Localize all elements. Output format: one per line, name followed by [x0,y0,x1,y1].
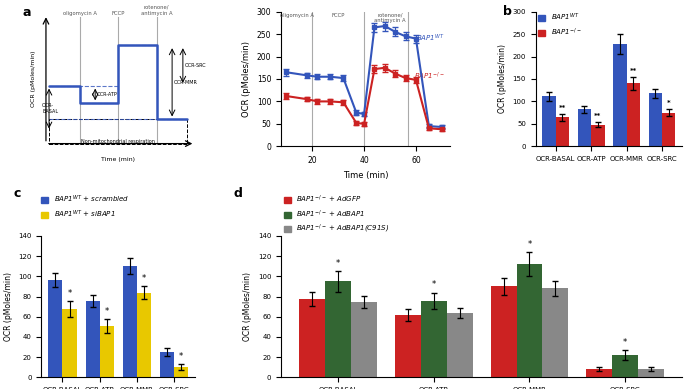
Text: oligomycin A: oligomycin A [280,12,313,18]
Text: BAP1$^{WT}$: BAP1$^{WT}$ [416,33,444,44]
Bar [174,367,188,377]
Bar [577,109,591,146]
Bar [48,280,63,377]
Bar [586,369,613,377]
Bar [100,326,114,377]
Text: *: * [527,240,532,249]
Text: *: * [336,259,340,268]
Bar [648,93,662,146]
Bar [542,289,568,377]
Bar [123,266,137,377]
Text: *: * [68,289,72,298]
Text: FCCP: FCCP [331,12,345,18]
Bar [556,117,569,146]
Text: a: a [23,6,32,19]
Text: **: ** [559,105,566,111]
Text: **: ** [630,68,637,74]
Text: FCCP: FCCP [112,11,125,16]
Text: BAP1$^{-/-}$: BAP1$^{-/-}$ [414,71,444,82]
Text: d: d [233,186,242,200]
Text: rotenone/
antimycin A: rotenone/ antimycin A [374,12,406,23]
Bar [395,315,421,377]
Text: *: * [623,338,627,347]
Legend: BAP1$^{WT}$ + scrambled, BAP1$^{WT}$ + siBAP1: BAP1$^{WT}$ + scrambled, BAP1$^{WT}$ + s… [39,191,132,223]
Bar [137,293,151,377]
Bar [299,299,325,377]
Text: OCR-ATP: OCR-ATP [96,92,117,97]
Text: oligomycin A: oligomycin A [63,11,96,16]
Text: *: * [667,100,670,106]
Bar [613,355,638,377]
Y-axis label: OCR (pMoles/min): OCR (pMoles/min) [243,41,251,117]
Text: **: ** [594,113,601,119]
Text: OCR-SRC: OCR-SRC [185,63,206,68]
Text: OCR (pMoles/min): OCR (pMoles/min) [31,51,36,107]
Text: *: * [179,352,183,361]
Legend: BAP1$^{-/-}$ + AdGFP, BAP1$^{-/-}$ + AdBAP1, BAP1$^{-/-}$ + AdBAP1(C91S): BAP1$^{-/-}$ + AdGFP, BAP1$^{-/-}$ + AdB… [281,191,392,238]
Bar [85,301,100,377]
Y-axis label: OCR (pMoles/min): OCR (pMoles/min) [498,44,507,114]
Bar [626,84,640,146]
Bar [542,96,556,146]
Text: *: * [105,307,109,316]
Text: OCR-
BASAL: OCR- BASAL [42,103,59,114]
Legend: BAP1$^{WT}$, BAP1$^{-/-}$: BAP1$^{WT}$, BAP1$^{-/-}$ [535,9,584,40]
Text: c: c [14,186,21,200]
Bar [662,113,675,146]
X-axis label: Time (min): Time (min) [342,170,388,180]
Text: *: * [432,280,436,289]
Bar [591,125,605,146]
Bar [421,301,446,377]
Bar [351,301,377,377]
Y-axis label: OCR (pMoles/min): OCR (pMoles/min) [3,272,12,341]
Text: OCR-MMR: OCR-MMR [174,80,198,85]
Text: Non-mitochondrial respiration: Non-mitochondrial respiration [81,138,155,144]
Text: Time (min): Time (min) [101,157,135,162]
Bar [160,352,174,377]
Bar [49,119,187,144]
Text: b: b [504,5,512,18]
Text: rotenone/
antimycin A: rotenone/ antimycin A [141,5,172,16]
Bar [491,286,517,377]
Bar [446,313,473,377]
Text: *: * [142,274,146,284]
Bar [517,264,542,377]
Bar [325,281,351,377]
Y-axis label: OCR (pMoles/min): OCR (pMoles/min) [243,272,252,341]
Bar [613,44,626,146]
Bar [63,309,76,377]
Bar [638,369,664,377]
